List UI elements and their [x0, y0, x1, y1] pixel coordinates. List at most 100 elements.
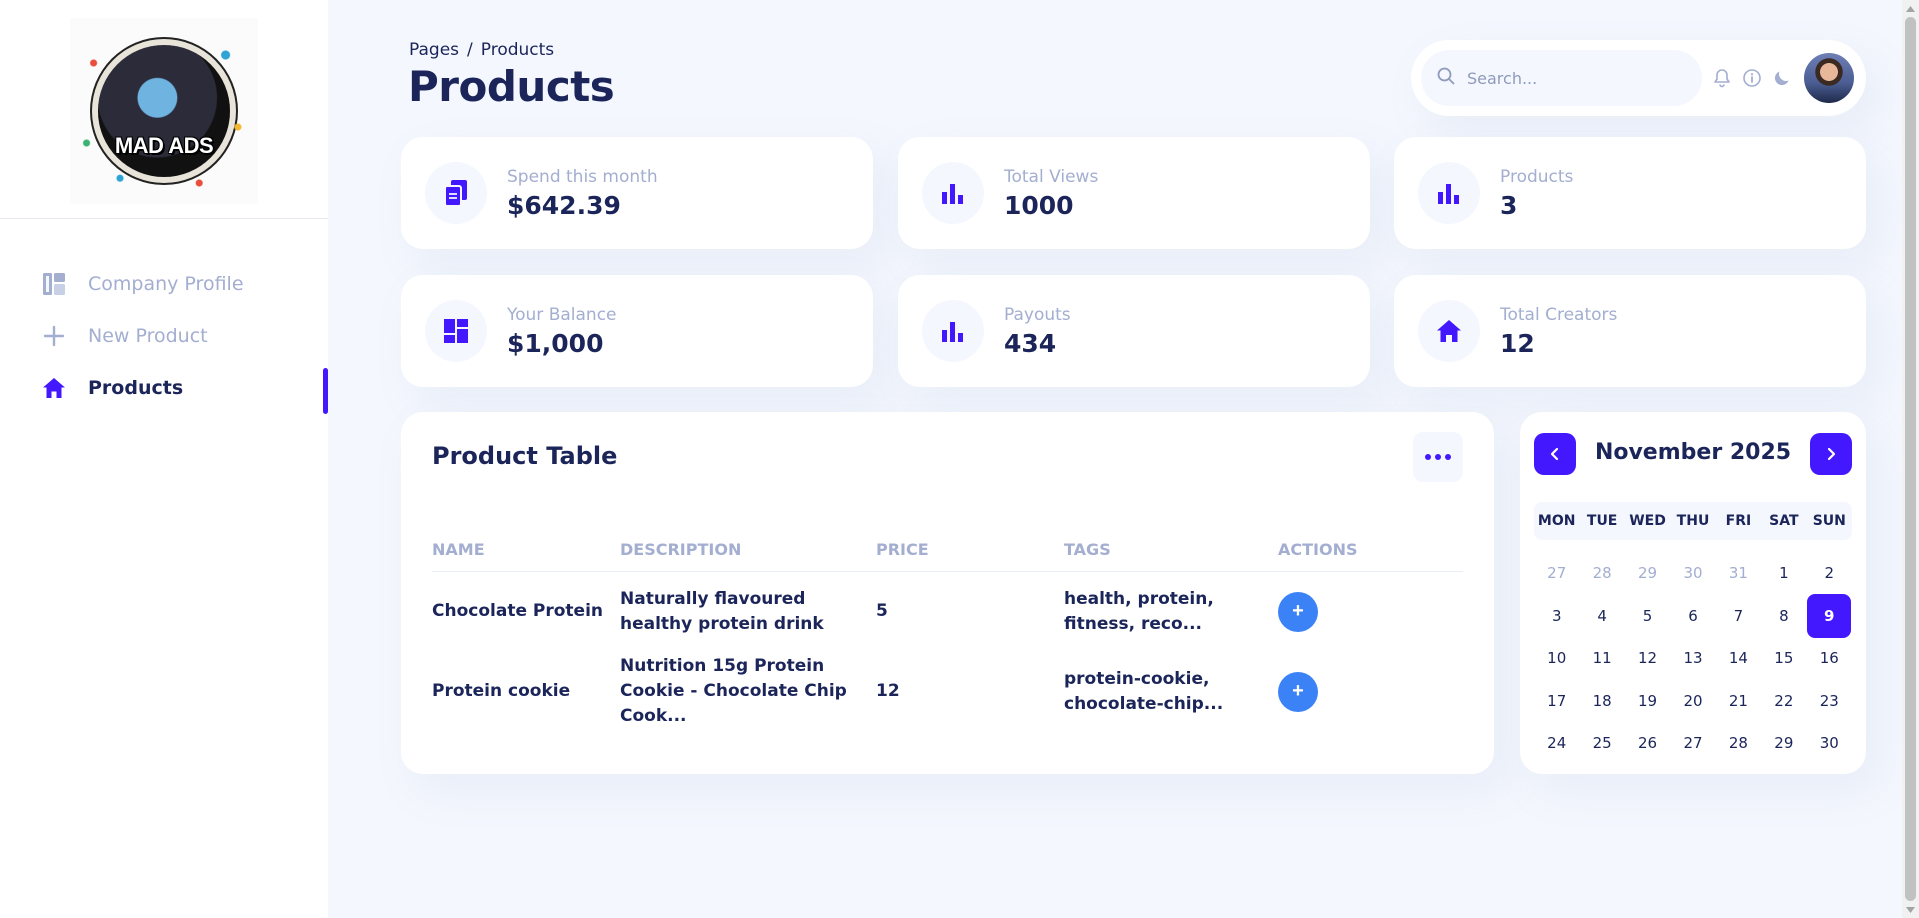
calendar-day[interactable]: 1	[1761, 552, 1806, 595]
calendar-day[interactable]: 30	[1670, 552, 1715, 595]
bell-icon[interactable]	[1712, 68, 1732, 88]
cell-description: Naturally flavoured healthy protein drin…	[620, 588, 824, 634]
calendar-day-number: 23	[1819, 691, 1839, 710]
calendar-month-label: November 2025	[1594, 440, 1792, 465]
column-header-price[interactable]: PRICE	[876, 540, 1064, 572]
column-header-description[interactable]: DESCRIPTION	[620, 540, 876, 572]
calendar-day[interactable]: 14	[1716, 637, 1761, 680]
scrollbar-thumb[interactable]	[1905, 17, 1916, 901]
stat-label: Your Balance	[507, 304, 617, 325]
calendar-day-selected[interactable]: 9	[1807, 593, 1852, 638]
avatar[interactable]	[1804, 53, 1854, 103]
calendar-day[interactable]: 26	[1625, 722, 1670, 765]
stat-value: 3	[1500, 190, 1518, 220]
calendar-day-number: 22	[1774, 691, 1794, 710]
calendar-day[interactable]: 24	[1534, 722, 1579, 765]
calendar-day[interactable]: 5	[1625, 595, 1670, 638]
calendar-day-number: 8	[1779, 606, 1789, 625]
add-action-button[interactable]: +	[1278, 671, 1318, 712]
calendar-card: November 2025 MON TUE WED THU FRI SAT SU…	[1520, 412, 1866, 774]
calendar-day[interactable]: 23	[1807, 680, 1852, 723]
column-header-tags[interactable]: TAGS	[1064, 540, 1278, 572]
bar-chart-icon	[1418, 162, 1480, 224]
calendar-day[interactable]: 8	[1761, 595, 1806, 638]
stat-card-spend: Spend this month $642.39	[401, 137, 873, 249]
column-header-name[interactable]: NAME	[432, 540, 620, 572]
calendar-day[interactable]: 11	[1579, 637, 1624, 680]
scroll-down-arrow-icon[interactable]	[1902, 901, 1919, 918]
calendar-grid: 27 28 29 30 31 1 2 3 4 5 6 7 8 9 10 11 12 13 14 15 16 17 18 19 2…	[1534, 552, 1852, 765]
info-icon[interactable]	[1742, 68, 1762, 88]
calendar-day[interactable]: 28	[1716, 722, 1761, 765]
scroll-up-arrow-icon[interactable]	[1902, 0, 1919, 17]
sidebar-item-new-product[interactable]: New Product	[0, 310, 328, 362]
stat-card-payouts: Payouts 434	[898, 275, 1370, 387]
calendar-day[interactable]: 27	[1534, 552, 1579, 595]
home-icon	[42, 376, 66, 400]
more-dots-icon	[1435, 454, 1441, 460]
cell-price: 12	[876, 681, 900, 701]
stat-value: $1,000	[507, 328, 604, 358]
cell-price: 5	[876, 601, 888, 622]
page-scrollbar[interactable]	[1902, 0, 1919, 918]
sidebar-item-products[interactable]: Products	[0, 362, 328, 414]
sidebar-item-label: New Product	[88, 325, 208, 347]
breadcrumb: Pages / Products	[409, 40, 554, 60]
calendar-day-number: 10	[1547, 649, 1567, 668]
calendar-day-number: 2	[1824, 564, 1835, 583]
brand-logo[interactable]: MAD ADS	[70, 18, 258, 204]
calendar-day[interactable]: 18	[1579, 680, 1624, 723]
add-action-button[interactable]: +	[1278, 591, 1318, 632]
calendar-day[interactable]: 6	[1670, 595, 1715, 638]
calendar-day[interactable]: 19	[1625, 680, 1670, 723]
weekday-label: THU	[1676, 513, 1710, 529]
column-header-actions: ACTIONS	[1278, 540, 1463, 572]
cell-name: Protein cookie	[432, 681, 571, 701]
search-box[interactable]	[1421, 50, 1702, 106]
calendar-day-number: 15	[1774, 649, 1794, 668]
calendar-day[interactable]: 27	[1670, 722, 1715, 765]
sidebar-item-company-profile[interactable]: Company Profile	[0, 258, 328, 310]
calendar-day[interactable]: 12	[1625, 637, 1670, 680]
stat-card-products: Products 3	[1394, 137, 1866, 249]
plus-icon	[42, 324, 66, 348]
calendar-next-button[interactable]	[1810, 433, 1852, 475]
calendar-day[interactable]: 29	[1761, 722, 1806, 765]
calendar-day[interactable]: 3	[1534, 595, 1579, 638]
calendar-day-number: 20	[1683, 691, 1703, 710]
breadcrumb-root[interactable]: Pages	[409, 40, 460, 60]
calendar-day[interactable]: 15	[1761, 637, 1806, 680]
calendar-day[interactable]: 20	[1670, 680, 1715, 723]
calendar-day[interactable]: 22	[1761, 680, 1806, 723]
calendar-day[interactable]: 25	[1579, 722, 1624, 765]
calendar-day[interactable]: 31	[1716, 552, 1761, 595]
calendar-day[interactable]: 13	[1670, 637, 1715, 680]
stat-card-total-creators: Total Creators 12	[1394, 275, 1866, 387]
search-input[interactable]	[1467, 68, 1667, 88]
moon-icon[interactable]	[1772, 68, 1792, 88]
breadcrumb-separator: /	[467, 40, 473, 60]
calendar-day[interactable]: 17	[1534, 680, 1579, 723]
breadcrumb-current[interactable]: Products	[480, 40, 555, 60]
calendar-day[interactable]: 29	[1625, 552, 1670, 595]
stat-value: 434	[1004, 328, 1057, 358]
more-options-button[interactable]	[1413, 432, 1463, 482]
calendar-day[interactable]: 4	[1579, 595, 1624, 638]
calendar-day[interactable]: 10	[1534, 637, 1579, 680]
calendar-day-number: 28	[1592, 564, 1612, 583]
sidebar: MAD ADS Company Profile New Product Prod…	[0, 0, 328, 918]
sidebar-item-label: Products	[88, 377, 184, 399]
calendar-prev-button[interactable]	[1534, 433, 1576, 475]
calendar-day[interactable]: 21	[1716, 680, 1761, 723]
sidebar-divider	[0, 218, 328, 219]
calendar-day[interactable]: 28	[1579, 552, 1624, 595]
calendar-day[interactable]: 7	[1716, 595, 1761, 638]
calendar-day[interactable]: 16	[1807, 637, 1852, 680]
calendar-day[interactable]: 2	[1807, 552, 1852, 595]
calendar-day-number: 4	[1597, 606, 1607, 625]
table-title: Product Table	[432, 442, 618, 470]
calendar-day[interactable]: 30	[1807, 722, 1852, 765]
page-title: Products	[408, 62, 615, 111]
calendar-day-number: 17	[1547, 691, 1567, 710]
stat-label: Payouts	[1004, 304, 1071, 325]
